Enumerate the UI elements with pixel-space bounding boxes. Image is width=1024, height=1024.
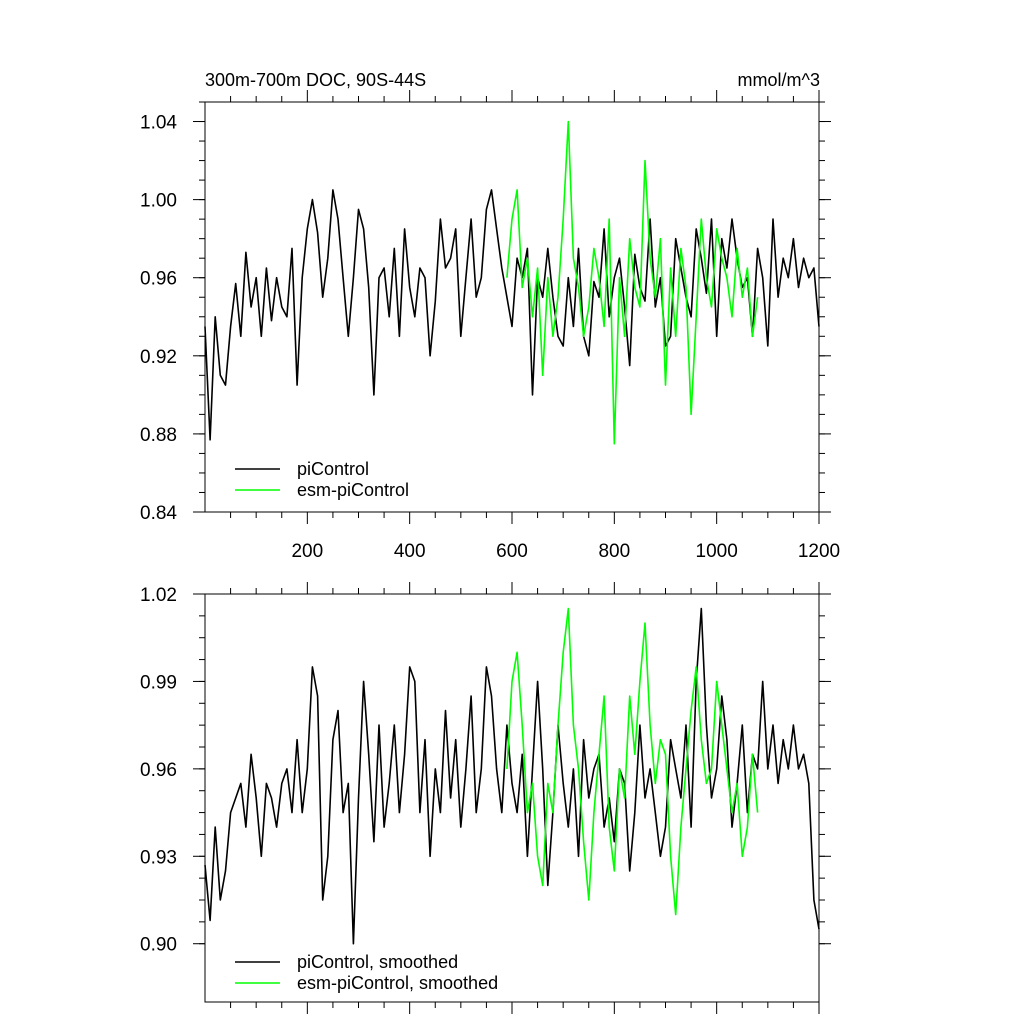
top-series-picontrol-line: [204, 189, 820, 441]
top-series-group: [204, 120, 820, 445]
bottom-series-group: [204, 607, 820, 945]
panel-raw: 300m-700m DOC, 90S-44S mmol/m^3 0.84 0.88…: [140, 70, 840, 562]
panel-smoothed: 0.90 0.93 0.96 0.99 1.02 piControl, smoothed…: [140, 582, 831, 1014]
bottom-ytick-label: 1.02: [140, 585, 177, 606]
legend-label-esm-picontrol: esm-piControl: [297, 480, 409, 500]
top-ytick-label: 0.88: [140, 425, 177, 446]
top-xtick-label: 1000: [696, 541, 738, 562]
units-label: mmol/m^3: [738, 70, 820, 90]
legend-label-picontrol-smoothed: piControl, smoothed: [297, 952, 458, 972]
top-ytick-label: 0.84: [140, 503, 177, 524]
top-axis-ticks: 0.84 0.88 0.92 0.96 1.00 1.04 200 400 600 800 1000…: [140, 90, 840, 562]
top-xtick-label: 800: [598, 541, 630, 562]
top-xtick-label: 200: [291, 541, 323, 562]
chart-title: 300m-700m DOC, 90S-44S: [205, 70, 426, 90]
top-xtick-label: 400: [394, 541, 426, 562]
legend-label-esm-picontrol-smoothed: esm-piControl, smoothed: [297, 973, 498, 993]
top-ytick-label: 1.04: [140, 113, 177, 134]
bottom-ytick-label: 0.99: [140, 672, 177, 693]
top-xtick-label: 600: [496, 541, 528, 562]
top-xtick-label: 1200: [798, 541, 840, 562]
bottom-legend: piControl, smoothed esm-piControl, smoot…: [235, 952, 498, 993]
bottom-ytick-label: 0.93: [140, 847, 177, 868]
top-plot-frame: [204, 101, 820, 513]
top-ytick-label: 0.92: [140, 347, 177, 368]
bottom-series-esm-picontrol-smoothed-line: [506, 607, 759, 916]
top-series-esm-picontrol-line: [506, 120, 759, 445]
bottom-ytick-label: 0.96: [140, 760, 177, 781]
top-legend: piControl esm-piControl: [235, 459, 409, 500]
bottom-series-picontrol-smoothed-line: [204, 607, 820, 945]
top-ytick-label: 1.00: [140, 191, 177, 212]
legend-label-picontrol: piControl: [297, 459, 369, 479]
bottom-plot-frame: [204, 593, 820, 1003]
bottom-axis-ticks: 0.90 0.93 0.96 0.99 1.02: [140, 582, 831, 1014]
top-ytick-label: 0.96: [140, 269, 177, 290]
bottom-ytick-label: 0.90: [140, 935, 177, 956]
